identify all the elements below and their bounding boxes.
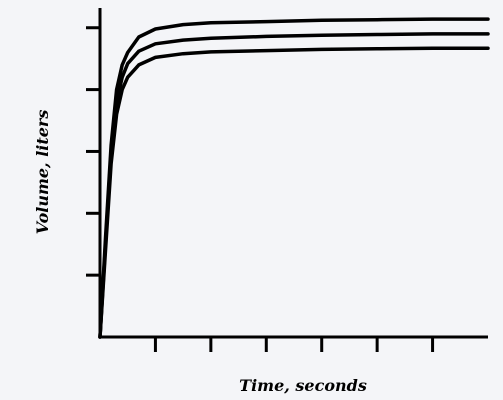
- curve-group: [98, 17, 490, 339]
- x-axis-label: Time, seconds: [239, 376, 367, 395]
- series-line-3: [98, 46, 490, 339]
- y-axis-label: Volume, liters: [33, 110, 52, 235]
- series-line-2: [98, 32, 490, 339]
- tick-group: [86, 26, 435, 352]
- series-line-1: [98, 17, 490, 339]
